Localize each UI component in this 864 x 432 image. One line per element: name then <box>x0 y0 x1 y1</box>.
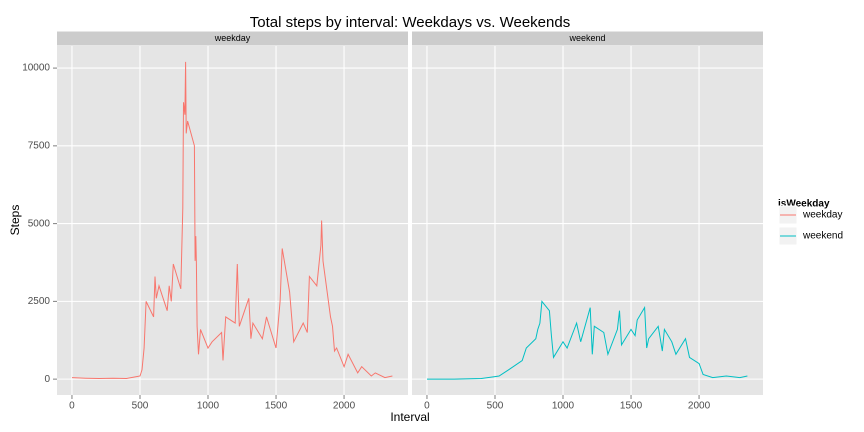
x-tick-label: 1500 <box>265 401 288 412</box>
x-tick-label: 0 <box>69 401 75 412</box>
legend-title: isWeekday <box>778 199 830 210</box>
panel <box>57 46 408 395</box>
x-tick-label: 0 <box>424 401 430 412</box>
strip <box>412 31 763 46</box>
strip-label: weekday <box>214 33 251 43</box>
x-tick-label: 1000 <box>552 401 575 412</box>
line <box>427 300 748 380</box>
legend-label: weekend <box>802 231 843 242</box>
legend-label: weekday <box>802 210 842 221</box>
y-tick-label: 10000 <box>22 63 50 74</box>
x-axis-label: Interval <box>390 410 429 424</box>
x-tick-label: 1000 <box>197 401 220 412</box>
x-tick-label: 2000 <box>333 401 356 412</box>
y-axis-label: Steps <box>8 205 22 236</box>
y-tick-label: 0 <box>44 374 50 385</box>
y-tick-label: 5000 <box>28 218 51 229</box>
strip <box>57 31 408 46</box>
line <box>71 61 393 380</box>
y-tick-label: 2500 <box>28 296 51 307</box>
y-tick-label: 7500 <box>28 140 51 151</box>
strip-label: weekend <box>568 33 605 43</box>
chart-title: Total steps by interval: Weekdays vs. We… <box>250 14 570 31</box>
x-tick-label: 500 <box>487 401 504 412</box>
x-tick-label: 1500 <box>620 401 643 412</box>
panel <box>412 46 763 395</box>
x-tick-label: 2000 <box>688 401 711 412</box>
x-tick-label: 500 <box>132 401 149 412</box>
